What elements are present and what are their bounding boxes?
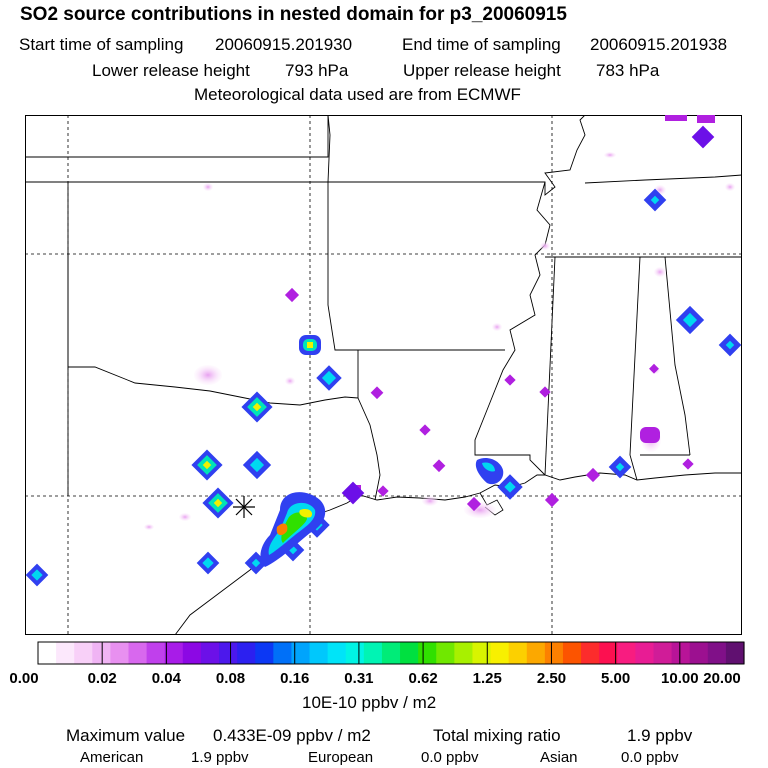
colorbar-swatch — [219, 642, 238, 664]
american-label: American — [80, 749, 144, 766]
colorbar-swatch — [599, 642, 618, 664]
colorbar-swatch — [128, 642, 148, 664]
colorbar-swatch — [92, 642, 112, 664]
colorbar-tick-label: 0.00 — [9, 670, 39, 687]
colorbar-swatch — [418, 642, 437, 664]
colorbar-swatch — [74, 642, 93, 664]
source-cross-icon — [233, 496, 255, 518]
start-time-value: 20060915.201930 — [215, 35, 353, 54]
colorbar-unit-label: 10E-10 ppbv / m2 — [302, 693, 437, 712]
colorbar-swatch — [327, 642, 347, 664]
colorbar-swatch — [400, 642, 419, 664]
colorbar-swatch — [38, 642, 57, 664]
total-mixing-value: 1.9 ppbv — [627, 726, 693, 745]
colorbar-tick-label: 2.50 — [536, 670, 567, 687]
colorbar-swatch — [110, 642, 130, 664]
colorbar-tick-label: 20.00 — [703, 670, 741, 687]
colorbar-swatch — [526, 642, 546, 664]
colorbar-swatch — [617, 642, 636, 664]
colorbar-swatch — [309, 642, 329, 664]
upper-height-value: 783 hPa — [596, 61, 660, 80]
colorbar-swatch — [237, 642, 256, 664]
colorbar-swatch — [653, 642, 673, 664]
colorbar-tick-label: 0.02 — [87, 670, 117, 687]
colorbar-swatch — [363, 642, 383, 664]
colorbar-swatch — [581, 642, 600, 664]
colorbar-tick-label: 5.00 — [601, 670, 631, 687]
european-label: European — [308, 749, 374, 766]
lower-height-value: 793 hPa — [285, 61, 349, 80]
colorbar-swatch — [472, 642, 492, 664]
colorbar-tick-label: 10.00 — [661, 670, 699, 687]
concentration-hotspots — [25, 115, 742, 587]
lower-height-label: Lower release height — [92, 61, 250, 80]
max-value: 0.433E-09 ppbv / m2 — [213, 726, 371, 745]
colorbar-swatch — [255, 642, 274, 664]
end-time-label: End time of sampling — [402, 35, 561, 54]
colorbar-swatch — [725, 642, 745, 664]
colorbar-swatch — [146, 642, 166, 664]
state-borders — [25, 115, 742, 501]
colorbar-swatch — [707, 642, 727, 664]
map-title: SO2 source contributions in nested domai… — [20, 4, 567, 25]
colorbar-tick-label: 0.04 — [151, 670, 181, 687]
colorbar-swatch — [56, 642, 75, 664]
colorbar-swatch — [635, 642, 655, 664]
colorbar-swatch — [164, 642, 184, 664]
colorbar-swatch — [562, 642, 582, 664]
colorbar-tick-label: 0.16 — [280, 670, 310, 687]
colorbar-swatch — [345, 642, 365, 664]
american-value: 1.9 ppbv — [191, 749, 249, 766]
concentration-map — [25, 115, 742, 635]
colorbar-swatch — [508, 642, 528, 664]
upper-height-label: Upper release height — [403, 61, 561, 80]
colorbar-swatch — [490, 642, 510, 664]
asian-label: Asian — [540, 749, 578, 766]
colorbar-tick-label: 0.08 — [215, 670, 246, 687]
end-time-value: 20060915.201938 — [590, 35, 728, 54]
colorbar-swatch — [381, 642, 401, 664]
colorbar-swatch — [273, 642, 293, 664]
colorbar-swatch — [200, 642, 220, 664]
total-mixing-label: Total mixing ratio — [433, 726, 561, 745]
max-value-label: Maximum value — [66, 726, 186, 745]
asian-value: 0.0 ppbv — [621, 749, 679, 766]
european-value: 0.0 ppbv — [421, 749, 479, 766]
start-time-label: Start time of sampling — [19, 35, 184, 54]
colorbar-tick-label: 0.62 — [408, 670, 438, 687]
met-data-line: Meteorological data used are from ECMWF — [194, 85, 521, 104]
colorbar-border — [37, 641, 745, 665]
colorbar-tick-label: 0.31 — [344, 670, 374, 687]
yellow-hotspots — [191, 391, 273, 519]
colorbar — [37, 641, 745, 665]
colorbar-swatch — [689, 642, 709, 664]
main-plume — [260, 335, 504, 567]
colorbar-tick-label: 1.25 — [472, 670, 502, 687]
colorbar-swatch — [671, 642, 691, 664]
colorbar-swatch — [182, 642, 202, 664]
colorbar-swatch — [544, 642, 564, 664]
colorbar-swatch — [291, 642, 311, 664]
colorbar-swatch — [436, 642, 455, 664]
colorbar-swatch — [454, 642, 474, 664]
